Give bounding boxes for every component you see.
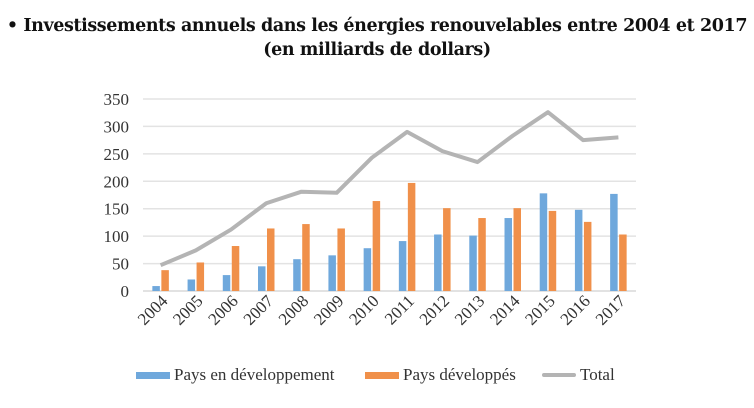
bar-developed	[478, 218, 486, 291]
bar-developing	[222, 275, 231, 291]
gridlines	[143, 98, 636, 292]
chart-subtitle: (en milliards de dollars)	[263, 40, 491, 60]
legend-item-developing: Pays en développement	[136, 362, 335, 388]
bar-developed	[443, 208, 451, 291]
bar-developed	[407, 182, 416, 291]
bar-developing	[504, 218, 512, 291]
bar-developed	[267, 228, 275, 291]
x-tick-label: 2011	[381, 291, 418, 328]
y-tick-label: 250	[104, 145, 130, 164]
total-line-group	[159, 110, 619, 268]
bar-developing	[469, 235, 477, 291]
x-axis-ticks: 2004200520062007200820092010201120122013…	[134, 291, 630, 329]
x-tick-label: 2016	[557, 291, 594, 328]
bar-developing	[539, 193, 548, 291]
y-tick-label: 350	[104, 90, 130, 109]
y-tick-label: 300	[104, 117, 130, 136]
chart-title-line: • Investissements annuels dans les énerg…	[6, 16, 748, 36]
x-tick-label: 2017	[592, 291, 630, 329]
x-tick-label: 2014	[486, 291, 524, 329]
bar-developing	[610, 193, 618, 291]
bars	[152, 182, 627, 291]
legend-swatch-total	[542, 373, 576, 377]
y-tick-label: 150	[104, 200, 130, 219]
x-tick-label: 2007	[240, 291, 278, 329]
bar-developing	[363, 248, 372, 291]
bar-developing	[187, 279, 196, 291]
bar-developing	[152, 286, 160, 291]
bar-developed	[548, 210, 557, 291]
bar-developing	[398, 241, 407, 291]
legend-item-developed: Pays développés	[365, 362, 516, 388]
total-line	[159, 110, 619, 268]
x-tick-label: 2012	[416, 291, 453, 328]
legend-label-developed: Pays développés	[403, 365, 516, 384]
x-tick-label: 2013	[451, 291, 488, 328]
bar-developed	[302, 224, 310, 291]
bar-developing	[293, 259, 301, 291]
legend-label-total: Total	[580, 365, 615, 384]
chart-title: • Investissements annuels dans les énerg…	[0, 14, 754, 62]
bar-developed	[161, 270, 169, 291]
bar-developed	[513, 208, 521, 291]
x-tick-label: 2008	[275, 291, 312, 328]
legend: Pays en développement Pays développés To…	[0, 362, 754, 388]
legend-label-developing: Pays en développement	[174, 365, 335, 384]
y-tick-label: 200	[104, 172, 130, 191]
legend-swatch-developed	[365, 371, 399, 379]
bar-developing	[574, 209, 583, 291]
x-tick-label: 2004	[134, 291, 172, 329]
bar-developed	[231, 246, 240, 291]
legend-item-total: Total	[542, 362, 615, 388]
bar-developed	[196, 262, 205, 291]
bar-developed	[337, 228, 345, 291]
bar-developed	[583, 221, 592, 291]
x-tick-label: 2015	[521, 291, 558, 328]
x-tick-label: 2010	[345, 291, 382, 328]
y-axis-ticks: 0 50 100 150 200 250 300 350	[104, 90, 130, 301]
bar-developed	[619, 234, 627, 291]
y-tick-label: 50	[112, 255, 129, 274]
bar-developing	[434, 234, 442, 291]
y-tick-label: 100	[104, 227, 130, 246]
x-tick-label: 2005	[169, 291, 206, 328]
bar-developing	[328, 255, 336, 291]
legend-swatch-developing	[136, 371, 170, 379]
bar-developing	[258, 266, 266, 291]
x-tick-label: 2006	[204, 291, 241, 328]
x-tick-label: 2009	[310, 291, 347, 328]
y-tick-label: 0	[121, 282, 130, 301]
bar-developed	[372, 201, 381, 291]
